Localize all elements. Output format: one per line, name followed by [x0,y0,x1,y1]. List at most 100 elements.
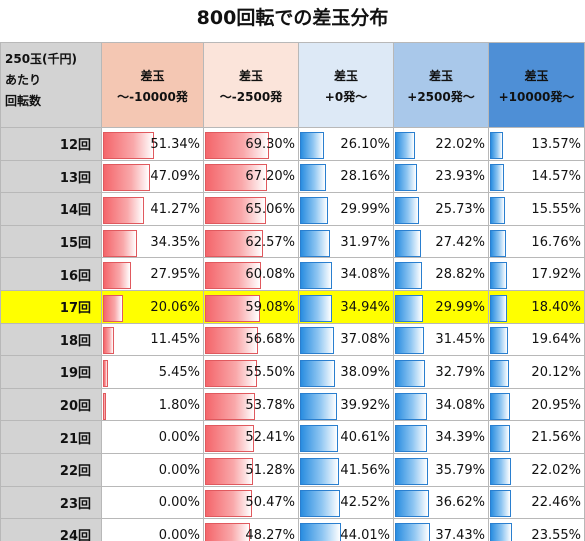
value-cell: 16.76% [488,224,585,259]
cell-inner: 69.30% [204,130,298,159]
value-label: 22.46% [531,495,581,511]
cell-inner: 51.28% [204,456,298,485]
value-label: 26.10% [340,136,390,152]
value-label: 29.99% [435,299,485,315]
value-cell: 0.00% [101,485,204,520]
col-header-line2: ～-10000発 [117,90,188,104]
value-label: 65.06% [245,201,295,217]
value-label: 23.55% [531,527,581,541]
value-bar [205,327,258,355]
table-body: 12回 51.34% 69.30% 26.10% 22.02% 13.57% 13回 47.0… [0,127,585,541]
value-cell: 50.47% [203,485,299,520]
row-label: 15回 [0,224,102,259]
value-bar [103,294,123,322]
value-cell: 18.40% [488,289,585,324]
value-bar [490,457,511,485]
row-label: 14回 [0,192,102,226]
value-bar [205,131,269,159]
value-bar [395,392,427,420]
col-header-line1: 差玉 [524,69,549,83]
row-label: 18回 [0,322,102,357]
value-bar [395,164,417,192]
value-cell: 37.43% [393,518,489,541]
value-label: 29.99% [340,201,390,217]
cell-inner: 67.20% [204,162,298,192]
value-label: 11.45% [150,332,200,348]
value-label: 0.00% [158,462,200,478]
cell-inner: 55.50% [204,358,298,387]
value-cell: 20.95% [488,387,585,422]
cell-inner: 62.57% [204,228,298,257]
value-bar [205,490,252,518]
cell-inner: 59.08% [204,293,298,322]
value-cell: 23.93% [393,159,489,194]
value-bar [300,196,328,224]
value-bar [490,294,507,322]
cell-inner: 13.57% [489,130,584,159]
col-header-minus2500: 差玉 ～-2500発 [203,42,299,128]
value-cell: 34.08% [298,257,394,291]
value-label: 40.61% [340,430,390,446]
value-bar [490,229,506,257]
value-label: 69.30% [245,136,295,152]
value-cell: 48.27% [203,518,299,541]
value-bar [300,522,341,541]
table-row: 20回 1.80% 53.78% 39.92% 34.08% 20.95% [0,387,585,422]
row-label: 16回 [0,257,102,291]
value-label: 16.76% [531,234,581,250]
value-bar [300,392,337,420]
col-header-line2: +2500発～ [407,90,475,104]
value-bar [103,229,137,257]
cell-inner: 23.55% [489,521,584,541]
value-cell: 27.95% [101,257,204,291]
value-label: 50.47% [245,495,295,511]
table-row: 19回 5.45% 55.50% 38.09% 32.79% 20.12% [0,355,585,389]
value-bar [205,457,253,485]
value-bar [395,490,429,518]
value-cell: 19.64% [488,322,585,357]
cell-inner: 56.68% [204,325,298,355]
value-cell: 25.73% [393,192,489,226]
cell-inner: 20.12% [489,358,584,387]
cell-inner: 32.79% [394,358,488,387]
value-label: 17.92% [531,267,581,283]
cell-inner: 37.08% [299,325,393,355]
value-bar [490,131,503,159]
value-bar [103,359,108,387]
value-label: 67.20% [245,169,295,185]
value-label: 55.50% [245,364,295,380]
value-bar [490,392,510,420]
value-label: 44.01% [340,527,390,541]
value-label: 52.41% [245,430,295,446]
col-header-plus10000: 差玉 +10000発～ [488,42,585,128]
row-label: 13回 [0,159,102,194]
value-cell: 39.92% [298,387,394,422]
value-cell: 0.00% [101,452,204,487]
value-cell: 11.45% [101,322,204,357]
value-label: 59.08% [245,299,295,315]
value-bar [205,164,267,192]
value-bar [395,262,422,290]
value-label: 20.06% [150,299,200,315]
cell-inner: 31.97% [299,228,393,257]
value-cell: 31.45% [393,322,489,357]
cell-inner: 22.02% [394,130,488,159]
value-cell: 55.50% [203,355,299,389]
table-row: 22回 0.00% 51.28% 41.56% 35.79% 22.02% [0,452,585,487]
value-label: 27.95% [150,267,200,283]
value-bar [395,457,428,485]
cell-inner: 16.76% [489,228,584,257]
cell-inner: 0.00% [102,521,203,541]
value-bar [300,229,330,257]
value-cell: 0.00% [101,518,204,541]
cell-inner: 19.64% [489,325,584,355]
cell-inner: 28.16% [299,162,393,192]
value-label: 47.09% [150,169,200,185]
value-bar [205,392,255,420]
value-cell: 65.06% [203,192,299,226]
cell-inner: 20.06% [102,293,203,322]
cell-inner: 18.40% [489,293,584,322]
col-header-line1: 差玉 [428,69,453,83]
cell-inner: 41.27% [102,195,203,224]
value-label: 5.45% [158,364,200,380]
